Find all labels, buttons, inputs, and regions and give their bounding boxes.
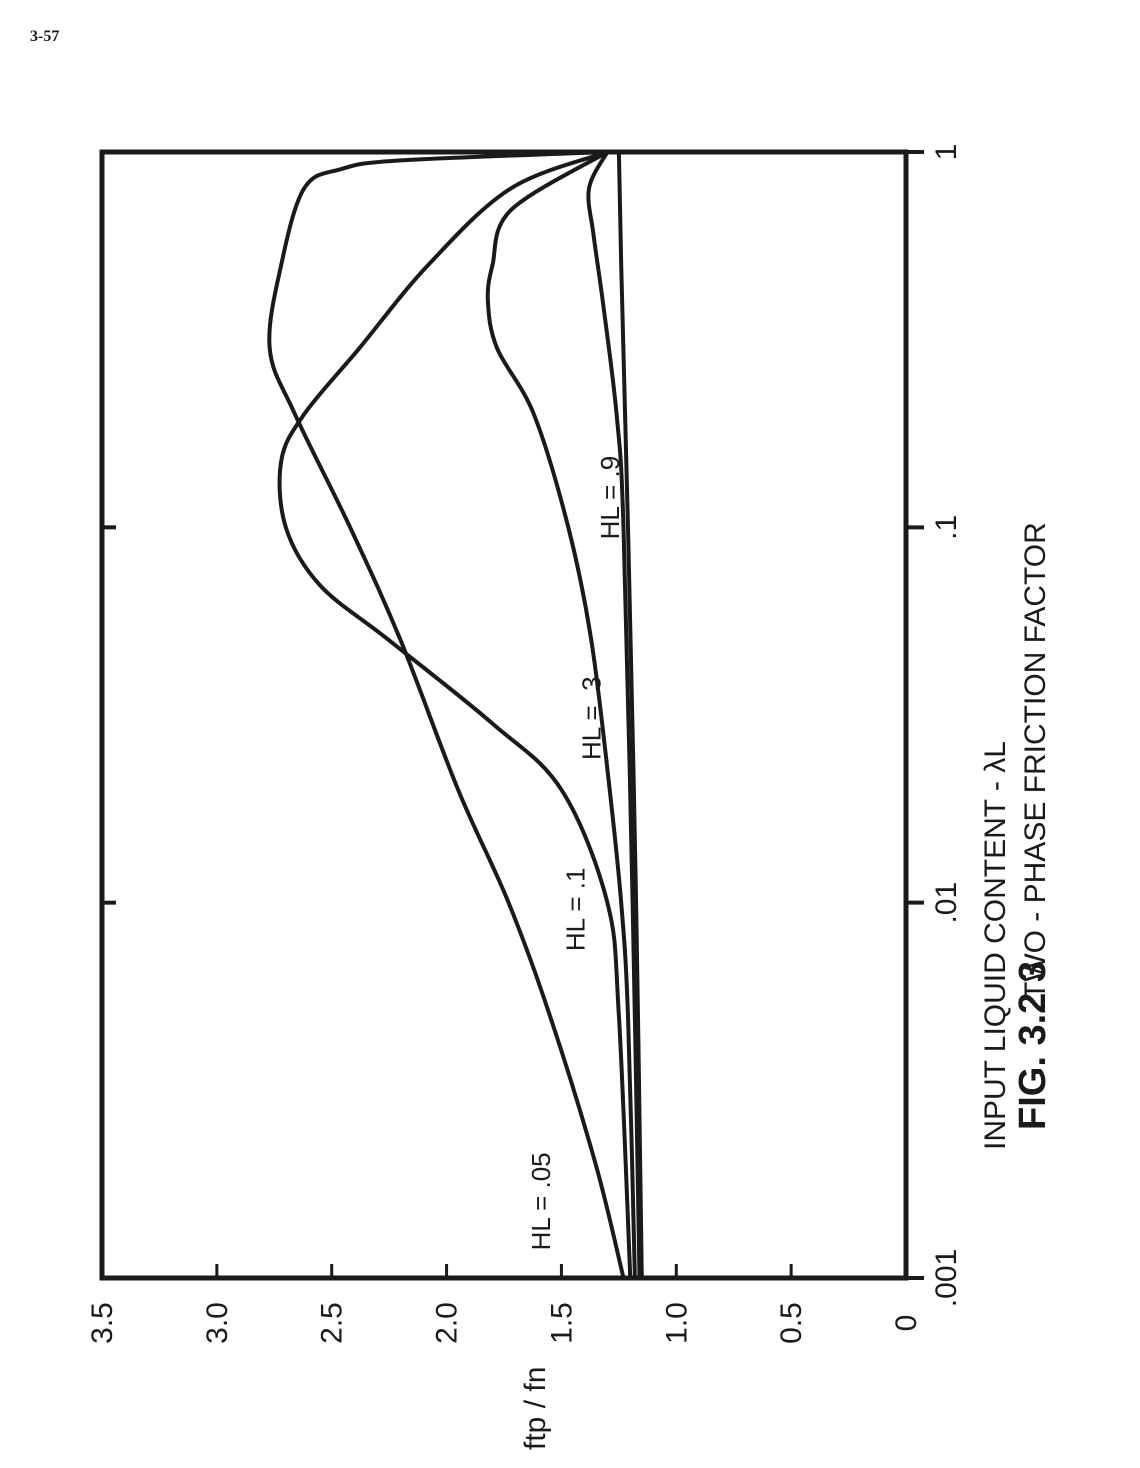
x-tick-label: 1 bbox=[930, 144, 963, 161]
y-tick-label: 3.0 bbox=[201, 1302, 234, 1344]
page-number: 3-57 bbox=[30, 28, 60, 45]
y-tick-label: 0.5 bbox=[775, 1302, 808, 1344]
x-tick-label: .1 bbox=[930, 515, 963, 540]
y-axis-label: ftp / fn bbox=[519, 1367, 552, 1450]
series-label: HL = .1 bbox=[560, 868, 590, 952]
series-label: HL = .9 bbox=[595, 456, 625, 540]
series-label: HL = .05 bbox=[526, 1152, 556, 1250]
y-tick-label: 1.5 bbox=[545, 1302, 578, 1344]
figure-title: FIG. 3.2 3 bbox=[1012, 961, 1054, 1130]
x-axis-label-line-2: TWO - PHASE FRICTION FACTOR bbox=[1019, 522, 1052, 1000]
series-line-1 bbox=[277, 150, 633, 1280]
x-axis-label-line-1: INPUT LIQUID CONTENT - λL bbox=[979, 741, 1012, 1150]
y-tick-label: 2.5 bbox=[316, 1302, 349, 1344]
series-line-3 bbox=[586, 150, 642, 1280]
series-label: HL = .3 bbox=[576, 676, 606, 760]
y-tick-label: 1.0 bbox=[660, 1302, 693, 1344]
x-tick-label: .01 bbox=[930, 882, 963, 924]
labels-layer: .001 .01 .1 1 0 0.5 1.0 1.5 2.0 2.5 3.0 3.5 HL = .05… bbox=[86, 144, 963, 1344]
series-line-0 bbox=[267, 150, 626, 1280]
y-tick-label: 3.5 bbox=[86, 1302, 119, 1344]
y-tick-label: 0 bbox=[890, 1315, 923, 1332]
y-tick-label: 2.0 bbox=[431, 1302, 464, 1344]
series-line-2 bbox=[485, 150, 637, 1280]
ticks-layer bbox=[102, 150, 924, 1280]
plot-frame bbox=[99, 149, 909, 1281]
x-tick-label: .001 bbox=[930, 1249, 963, 1307]
series-line-4 bbox=[616, 150, 644, 1280]
curves-layer bbox=[267, 150, 644, 1280]
